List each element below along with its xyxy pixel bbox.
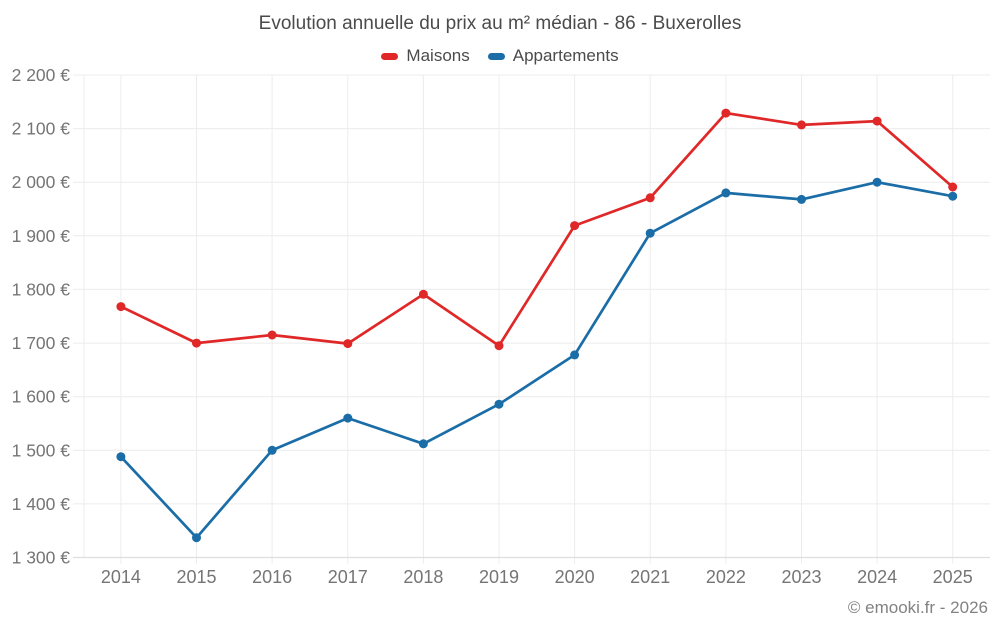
line-maisons [119, 111, 955, 348]
point-maisons-2020[interactable] [570, 221, 580, 231]
x-tick-label-2024: 2024 [857, 567, 897, 587]
y-tick-label-1800: 1 800 € [12, 279, 71, 299]
point-appartements-2018[interactable] [418, 439, 428, 449]
x-tick-label-2022: 2022 [706, 567, 746, 587]
point-appartements-2017[interactable] [343, 413, 353, 423]
point-maisons-2024[interactable] [872, 116, 882, 126]
point-appartements-2020[interactable] [570, 350, 580, 360]
legend-label: Maisons [406, 46, 470, 65]
point-appartements-2021[interactable] [645, 228, 655, 238]
point-maisons-2025[interactable] [948, 182, 958, 192]
chart-title: Evolution annuelle du prix au m² médian … [258, 13, 742, 34]
y-tick-label-1500: 1 500 € [12, 440, 71, 460]
x-tick-label-2021: 2021 [630, 567, 670, 587]
point-maisons-2016[interactable] [267, 330, 277, 340]
point-appartements-2023[interactable] [797, 194, 806, 204]
x-tick-label-2016: 2016 [252, 567, 292, 587]
legend-marker-maisons [381, 52, 399, 60]
point-appartements-2015[interactable] [192, 533, 201, 543]
point-appartements-2014[interactable] [116, 452, 126, 462]
point-appartements-2019[interactable] [494, 399, 504, 409]
y-tick-label-1700: 1 700 € [12, 333, 71, 353]
x-tick-label-2019: 2019 [479, 567, 519, 587]
line-appartements [119, 180, 955, 540]
x-tick-label-2025: 2025 [933, 567, 973, 587]
legend-item-appartements[interactable]: Appartements [487, 46, 619, 66]
y-tick-label-1600: 1 600 € [12, 387, 71, 407]
y-tick-label-1400: 1 400 € [12, 494, 71, 514]
footer-credit: © emooki.fr - 2026 [847, 598, 988, 617]
x-tick-label-2018: 2018 [403, 567, 443, 587]
x-tick-label-2015: 2015 [176, 567, 216, 587]
x-tick-label-2023: 2023 [781, 567, 821, 587]
point-maisons-2023[interactable] [797, 120, 806, 130]
point-maisons-2017[interactable] [343, 339, 353, 349]
x-tick-label-2014: 2014 [101, 567, 141, 587]
point-maisons-2021[interactable] [645, 193, 655, 203]
point-maisons-2014[interactable] [116, 302, 126, 312]
y-tick-label-1300: 1 300 € [12, 548, 71, 568]
point-maisons-2022[interactable] [721, 108, 731, 118]
point-appartements-2025[interactable] [948, 191, 958, 201]
y-tick-label-2100: 2 100 € [12, 119, 71, 139]
legend-label: Appartements [512, 46, 619, 65]
y-tick-label-2000: 2 000 € [12, 172, 71, 192]
x-tick-label-2020: 2020 [555, 567, 595, 587]
point-maisons-2018[interactable] [418, 289, 428, 299]
x-tick-label-2017: 2017 [328, 567, 368, 587]
point-appartements-2024[interactable] [872, 177, 882, 187]
point-maisons-2019[interactable] [494, 341, 504, 351]
legend-marker-appartements [487, 52, 505, 60]
point-maisons-2015[interactable] [192, 338, 201, 348]
y-tick-label-2200: 2 200 € [12, 65, 71, 85]
legend-item-maisons[interactable]: Maisons [381, 46, 470, 66]
chart-legend: Maisons Appartements [0, 46, 1000, 66]
y-tick-label-1900: 1 900 € [12, 226, 71, 246]
point-appartements-2016[interactable] [267, 445, 277, 455]
point-appartements-2022[interactable] [721, 188, 731, 198]
